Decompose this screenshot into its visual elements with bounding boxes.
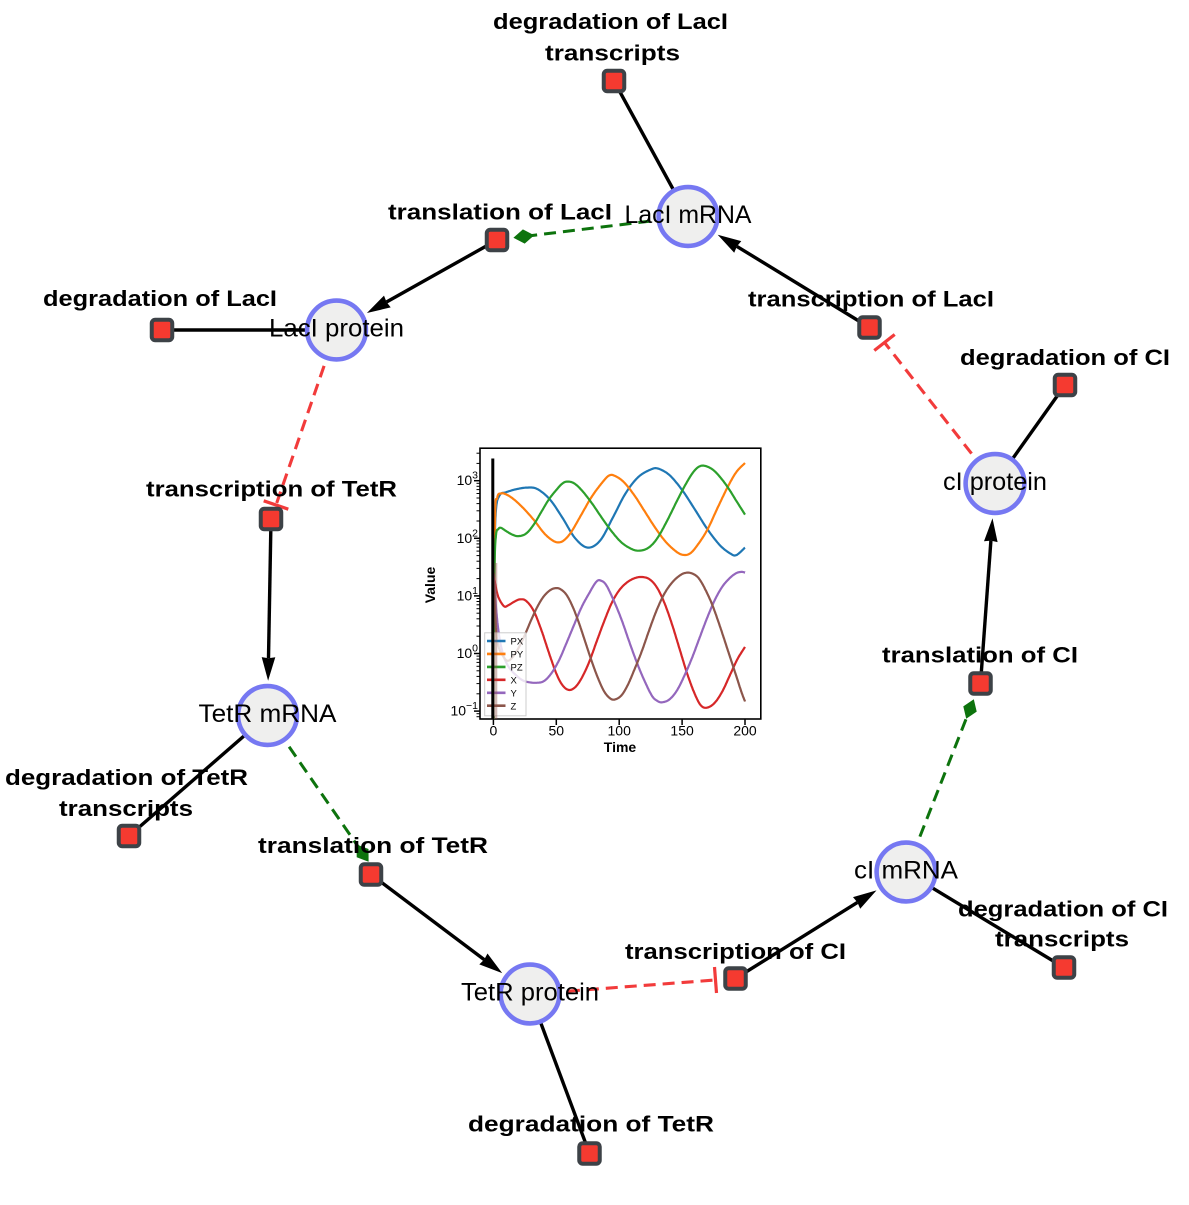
svg-text:PX: PX <box>511 637 524 648</box>
svg-text:102: 102 <box>457 527 479 546</box>
svg-text:transcription of LacI: transcription of LacI <box>748 286 994 311</box>
svg-text:0: 0 <box>490 723 498 739</box>
svg-text:degradation of CI: degradation of CI <box>960 345 1170 370</box>
svg-text:LacI mRNA: LacI mRNA <box>625 201 752 229</box>
svg-text:PY: PY <box>511 650 524 661</box>
svg-text:150: 150 <box>670 723 694 739</box>
svg-text:TetR mRNA: TetR mRNA <box>199 700 337 728</box>
svg-text:transcripts: transcripts <box>545 40 680 65</box>
svg-text:50: 50 <box>549 723 565 739</box>
svg-text:Y: Y <box>511 688 518 699</box>
svg-text:translation of TetR: translation of TetR <box>258 833 488 858</box>
svg-text:103: 103 <box>457 470 479 489</box>
svg-text:LacI protein: LacI protein <box>269 315 404 343</box>
svg-text:101: 101 <box>457 585 479 604</box>
svg-text:cI mRNA: cI mRNA <box>854 857 958 885</box>
svg-text:10−1: 10−1 <box>450 700 478 719</box>
svg-text:degradation of CI: degradation of CI <box>958 896 1168 921</box>
svg-text:transcripts: transcripts <box>59 796 193 821</box>
svg-text:100: 100 <box>457 643 479 662</box>
svg-text:Z: Z <box>511 701 517 712</box>
svg-text:degradation of LacI: degradation of LacI <box>43 286 277 311</box>
svg-text:translation of LacI: translation of LacI <box>388 199 612 224</box>
svg-text:X: X <box>511 675 518 686</box>
svg-text:PZ: PZ <box>511 663 523 674</box>
svg-text:transcription of CI: transcription of CI <box>625 939 846 964</box>
svg-text:degradation of TetR: degradation of TetR <box>468 1111 714 1136</box>
svg-text:Value: Value <box>422 567 438 604</box>
svg-text:transcription of TetR: transcription of TetR <box>146 476 397 501</box>
svg-text:TetR protein: TetR protein <box>461 979 599 1007</box>
svg-text:transcripts: transcripts <box>995 926 1129 951</box>
svg-text:translation of CI: translation of CI <box>882 642 1078 667</box>
svg-text:Time: Time <box>604 739 637 755</box>
svg-text:degradation of LacI: degradation of LacI <box>493 9 728 34</box>
svg-text:100: 100 <box>608 723 632 739</box>
svg-text:degradation of TetR: degradation of TetR <box>5 765 248 790</box>
svg-text:200: 200 <box>733 723 757 739</box>
svg-text:cI protein: cI protein <box>943 468 1047 496</box>
